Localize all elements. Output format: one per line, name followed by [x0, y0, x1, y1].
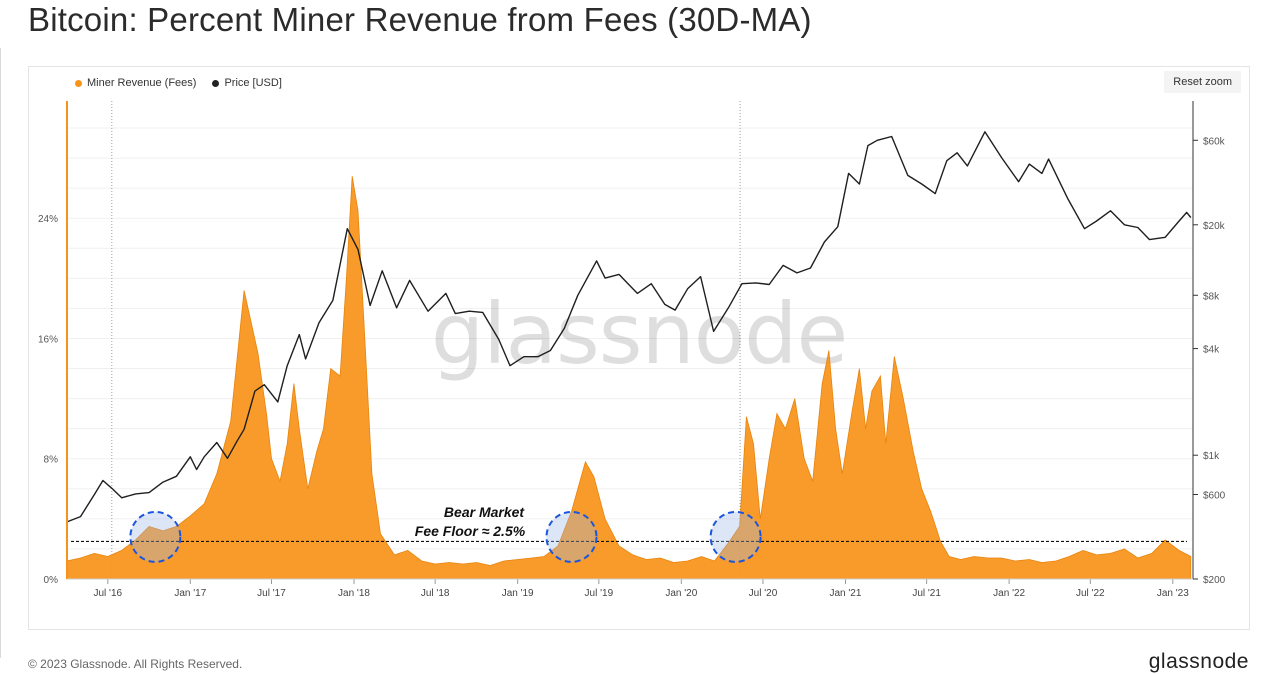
reset-zoom-button[interactable]: Reset zoom	[1164, 71, 1241, 93]
highlight-circle	[709, 510, 762, 563]
y-left-tick-label: 0%	[44, 575, 59, 586]
highlight-circle	[129, 510, 182, 563]
annotation-line-1: Bear Market	[444, 504, 525, 520]
x-tick-label: Jan '20	[665, 588, 697, 599]
x-tick-label: Jul '17	[257, 588, 286, 599]
watermark-text: glassnode	[431, 285, 847, 383]
y-right-tick-label: $20k	[1203, 221, 1226, 232]
legend-item-fees[interactable]: Miner Revenue (Fees)	[75, 77, 196, 89]
annotation-line-2: Fee Floor ≈ 2.5%	[415, 523, 526, 539]
y-right-tick-label: $4k	[1203, 345, 1220, 356]
price-line-series	[66, 131, 1192, 523]
y-right-tick-label: $600	[1203, 490, 1226, 501]
x-tick-label: Jan '21	[830, 588, 862, 599]
x-tick-label: Jan '22	[993, 588, 1025, 599]
y-right-tick-label: $60k	[1203, 136, 1226, 147]
y-left-tick-label: 8%	[44, 455, 59, 466]
x-tick-label: Jul '22	[1076, 588, 1105, 599]
legend-price-swatch	[212, 79, 220, 87]
x-tick-label: Jan '18	[338, 588, 370, 599]
x-tick-label: Jul '19	[585, 588, 614, 599]
glassnode-logo: glassnode	[1148, 650, 1249, 673]
y-right-tick-label: $8k	[1203, 291, 1220, 302]
x-tick-label: Jul '21	[912, 588, 941, 599]
chart-card: Miner Revenue (Fees) Price [USD] Reset z…	[28, 66, 1250, 630]
series-layer	[66, 131, 1192, 580]
page-divider	[0, 48, 1, 658]
legend-item-price[interactable]: Price [USD]	[212, 77, 282, 89]
y-right-tick-label: $200	[1203, 575, 1226, 586]
x-tick-label: Jul '20	[749, 588, 778, 599]
x-tick-label: Jul '16	[94, 588, 123, 599]
y-left-tick-label: 16%	[38, 334, 58, 345]
chart-plot: glassnode 0% 8% 16% 24% $200 $600 $1k $4k $8k $20…	[38, 101, 1226, 599]
x-tick-label: Jan '23	[1157, 588, 1189, 599]
legend-fees-label: Miner Revenue (Fees)	[87, 77, 197, 89]
fees-area-series	[66, 176, 1192, 580]
page-title: Bitcoin: Percent Miner Revenue from Fees…	[28, 1, 812, 38]
x-tick-label: Jan '17	[174, 588, 206, 599]
legend-price-label: Price [USD]	[224, 77, 282, 89]
x-tick-label: Jan '19	[502, 588, 534, 599]
x-tick-label: Jul '18	[421, 588, 450, 599]
y-right-tick-label: $1k	[1203, 451, 1220, 462]
y-left-tick-label: 24%	[38, 214, 58, 225]
chart-legend: Miner Revenue (Fees) Price [USD]	[75, 77, 282, 89]
copyright-text: © 2023 Glassnode. All Rights Reserved.	[28, 657, 243, 671]
legend-fees-swatch	[75, 79, 82, 87]
overlay-layer	[71, 510, 1187, 563]
highlight-circle	[545, 510, 598, 563]
axis-layer: 0% 8% 16% 24% $200 $600 $1k $4k $8k $20k $60k Jul '…	[38, 101, 1226, 599]
